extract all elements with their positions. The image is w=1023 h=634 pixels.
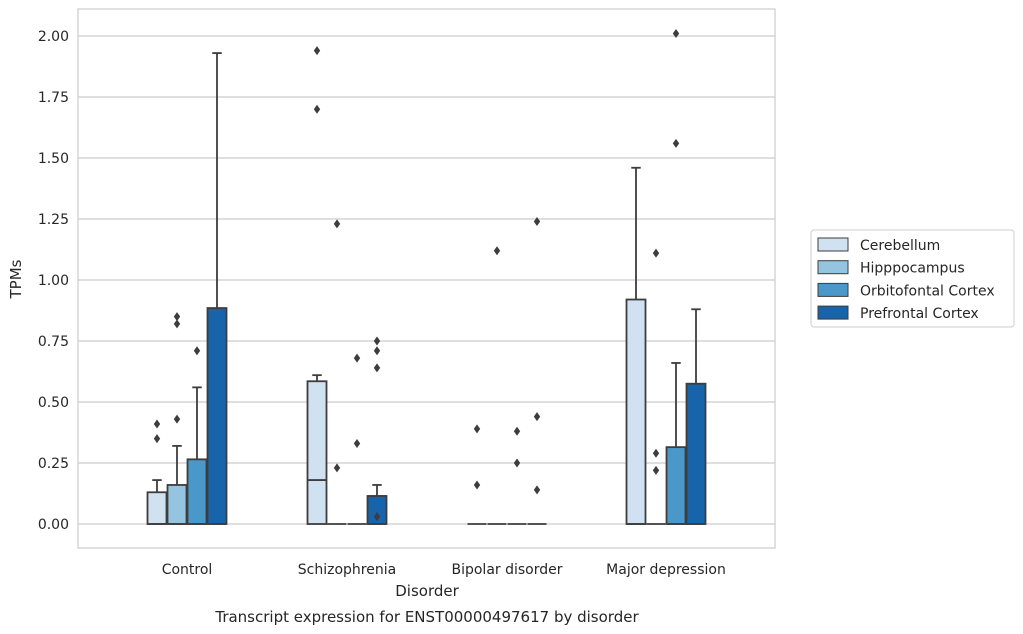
box-orbitofontal-cortex [347,353,367,525]
legend-label: Orbitofontal Cortex [860,283,995,299]
box-cerebellum [467,424,487,525]
x-tick-label: Control [162,562,213,578]
y-tick-label: 2.00 [38,29,69,45]
box-orbitofontal-cortex [186,346,208,525]
box-hipppocampus [327,219,347,525]
outlier-point [652,465,660,475]
legend-swatch [817,305,849,320]
y-tick-label: 1.75 [38,90,69,106]
outlier-point [473,480,481,490]
tick-labels: 0.00 0.25 0.50 0.75 1.00 1.25 1.50 1.75 2.00 Cont… [38,29,726,578]
outlier-point [353,353,361,363]
plot-frame [77,8,776,549]
outlier-point [513,458,521,468]
box-marks [146,29,707,525]
box-cerebellum [625,166,647,525]
box-cerebellum [146,419,168,525]
outlier-point [652,448,660,458]
box-prefrontal-cortex [366,336,388,525]
y-tick-label: 1.00 [38,273,69,289]
box-body [685,382,707,525]
outlier-point [513,426,521,436]
outlier-point [672,138,680,148]
outlier-point [533,412,541,422]
legend-swatch [817,282,849,297]
outlier-point [672,29,680,39]
outlier-point [373,346,381,356]
x-axis-label: Disorder [395,582,459,600]
legend-label: Cerebellum [860,238,940,254]
outlier-point [193,346,201,356]
legend-frame [810,229,1015,328]
box-hipppocampus [166,312,188,525]
box-prefrontal-cortex [527,216,547,525]
outlier-point [313,46,321,56]
legend: Cerebellum Hipppocampus Orbitofontal Corte… [810,229,1015,328]
chart-caption: Transcript expression for ENST0000049761… [214,608,639,626]
outlier-point [533,485,541,495]
outlier-point [153,434,161,444]
y-tick-label: 0.00 [38,517,69,533]
outlier-point [533,216,541,226]
y-tick-label: 0.50 [38,395,69,411]
box-body [186,458,208,525]
y-tick-label: 1.50 [38,151,69,167]
box-body [206,307,228,525]
box-orbitofontal-cortex [665,29,687,525]
outlier-point [652,248,660,258]
box-body [146,491,168,525]
x-tick-label: Schizophrenia [298,562,396,578]
outlier-point [493,246,501,256]
x-tick-label: Bipolar disorder [451,562,562,578]
box-body [166,484,188,525]
outlier-point [333,463,341,473]
box-prefrontal-cortex [206,52,228,525]
outlier-point [333,219,341,229]
y-tick-label: 1.25 [38,212,69,228]
box-hipppocampus [646,248,666,525]
box-body [306,380,328,525]
outlier-point [353,438,361,448]
outlier-point [173,414,181,424]
y-tick-label: 0.75 [38,334,69,350]
outlier-point [373,512,381,522]
legend-swatch [817,237,849,252]
box-prefrontal-cortex [685,308,707,525]
box-body [625,298,647,525]
outlier-point [473,424,481,434]
box-body [665,446,687,525]
legend-swatch [817,260,849,275]
outlier-point [313,104,321,114]
x-tick-label: Major depression [606,562,726,578]
outlier-point [173,319,181,329]
legend-label: Prefrontal Cortex [860,306,979,322]
outlier-point [373,336,381,346]
box-orbitofontal-cortex [507,426,527,525]
box-hipppocampus [487,246,507,525]
box-cerebellum [306,46,328,525]
y-tick-label: 0.25 [38,456,69,472]
outlier-point [173,312,181,322]
y-axis-label: TPMs [7,259,25,299]
outlier-point [373,363,381,373]
outlier-point [153,419,161,429]
legend-label: Hipppocampus [860,261,965,277]
